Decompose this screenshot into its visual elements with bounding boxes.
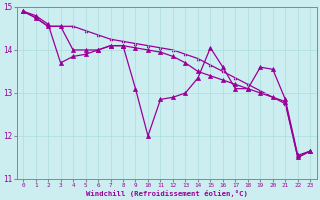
- X-axis label: Windchill (Refroidissement éolien,°C): Windchill (Refroidissement éolien,°C): [86, 190, 248, 197]
